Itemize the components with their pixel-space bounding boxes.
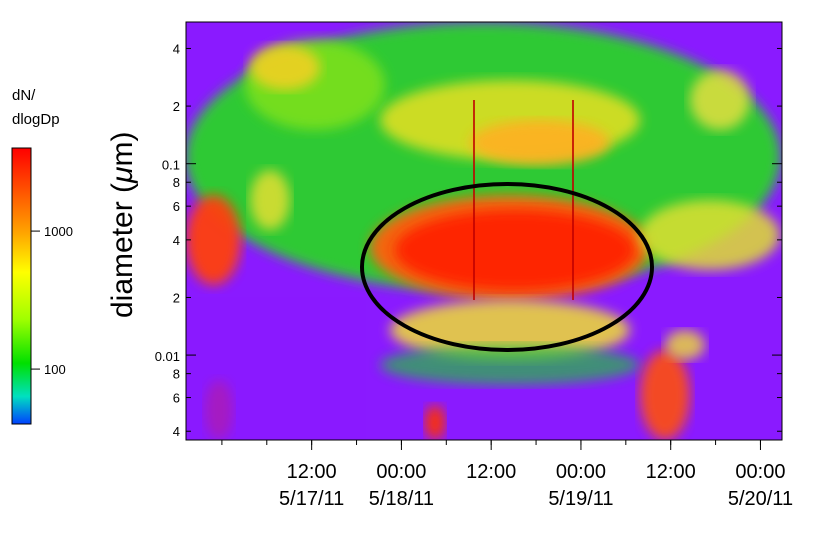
heatmap-region-12 <box>640 200 780 270</box>
heatmap-plot <box>186 22 782 440</box>
heatmap-region-4 <box>470 120 610 165</box>
heatmap-region-6 <box>186 195 241 285</box>
y-tick-label-minor-8: 4 <box>173 424 180 439</box>
heatmap-region-9 <box>395 210 635 290</box>
colorbar-title-line1: dN/ <box>12 87 36 104</box>
y-tick-label-minor-1: 2 <box>173 99 180 114</box>
colorbar-tick-label-1: 100 <box>44 362 66 377</box>
heatmap-region-14 <box>425 405 445 440</box>
y-tick-label-minor-0: 4 <box>173 41 180 56</box>
x-tick-time-4: 12:00 <box>646 461 696 483</box>
y-tick-label-minor-5: 2 <box>173 290 180 305</box>
heatmap-region-5 <box>690 70 750 130</box>
y-tick-label-minor-2: 8 <box>173 175 180 190</box>
x-tick-date-5: 5/20/11 <box>728 488 793 510</box>
y-axis-ticks: 0.1 0.01 4 2 8 6 4 2 8 6 4 <box>155 41 782 439</box>
y-tick-label-major-1: 0.01 <box>155 349 180 364</box>
x-tick-date-0: 5/17/11 <box>279 488 344 510</box>
heatmap-region-15 <box>640 350 690 440</box>
x-tick-time-0: 12:00 <box>287 461 337 483</box>
heatmap-region-7 <box>250 170 290 230</box>
colorbar-ticks: 1000 100 <box>31 224 73 377</box>
colorbar-title-line2: dlogDp <box>12 111 60 128</box>
x-axis-ticks: 12:00 5/17/11 00:00 5/18/11 12:00 00:00 5/19/1… <box>221 440 793 510</box>
x-tick-date-3: 5/19/11 <box>548 488 613 510</box>
y-tick-label-minor-3: 6 <box>173 199 180 214</box>
y-axis-label-main: diameter ( <box>106 183 139 318</box>
heatmap-region-11 <box>380 345 640 385</box>
y-axis-label-unit: m) <box>106 132 139 167</box>
y-tick-label-minor-7: 6 <box>173 391 180 406</box>
y-axis-label-mu: μ <box>106 167 139 184</box>
colorbar <box>11 147 32 425</box>
x-tick-time-2: 12:00 <box>466 461 516 483</box>
heatmap-region-2 <box>250 45 320 90</box>
x-tick-time-5: 00:00 <box>735 461 785 483</box>
colorbar-tick-label-0: 1000 <box>44 224 73 239</box>
x-tick-date-1: 5/18/11 <box>369 488 434 510</box>
event-ellipse <box>360 182 654 352</box>
y-tick-label-minor-4: 4 <box>173 233 180 248</box>
plot-frame <box>185 21 783 441</box>
heatmap-low-region <box>186 297 366 440</box>
x-tick-time-3: 00:00 <box>556 461 606 483</box>
y-axis-label: diameter (μm) <box>106 132 139 318</box>
y-tick-label-minor-6: 8 <box>173 367 180 382</box>
x-tick-time-1: 00:00 <box>376 461 426 483</box>
heatmap-region-16 <box>665 330 705 360</box>
y-tick-label-major-0: 0.1 <box>162 158 180 173</box>
